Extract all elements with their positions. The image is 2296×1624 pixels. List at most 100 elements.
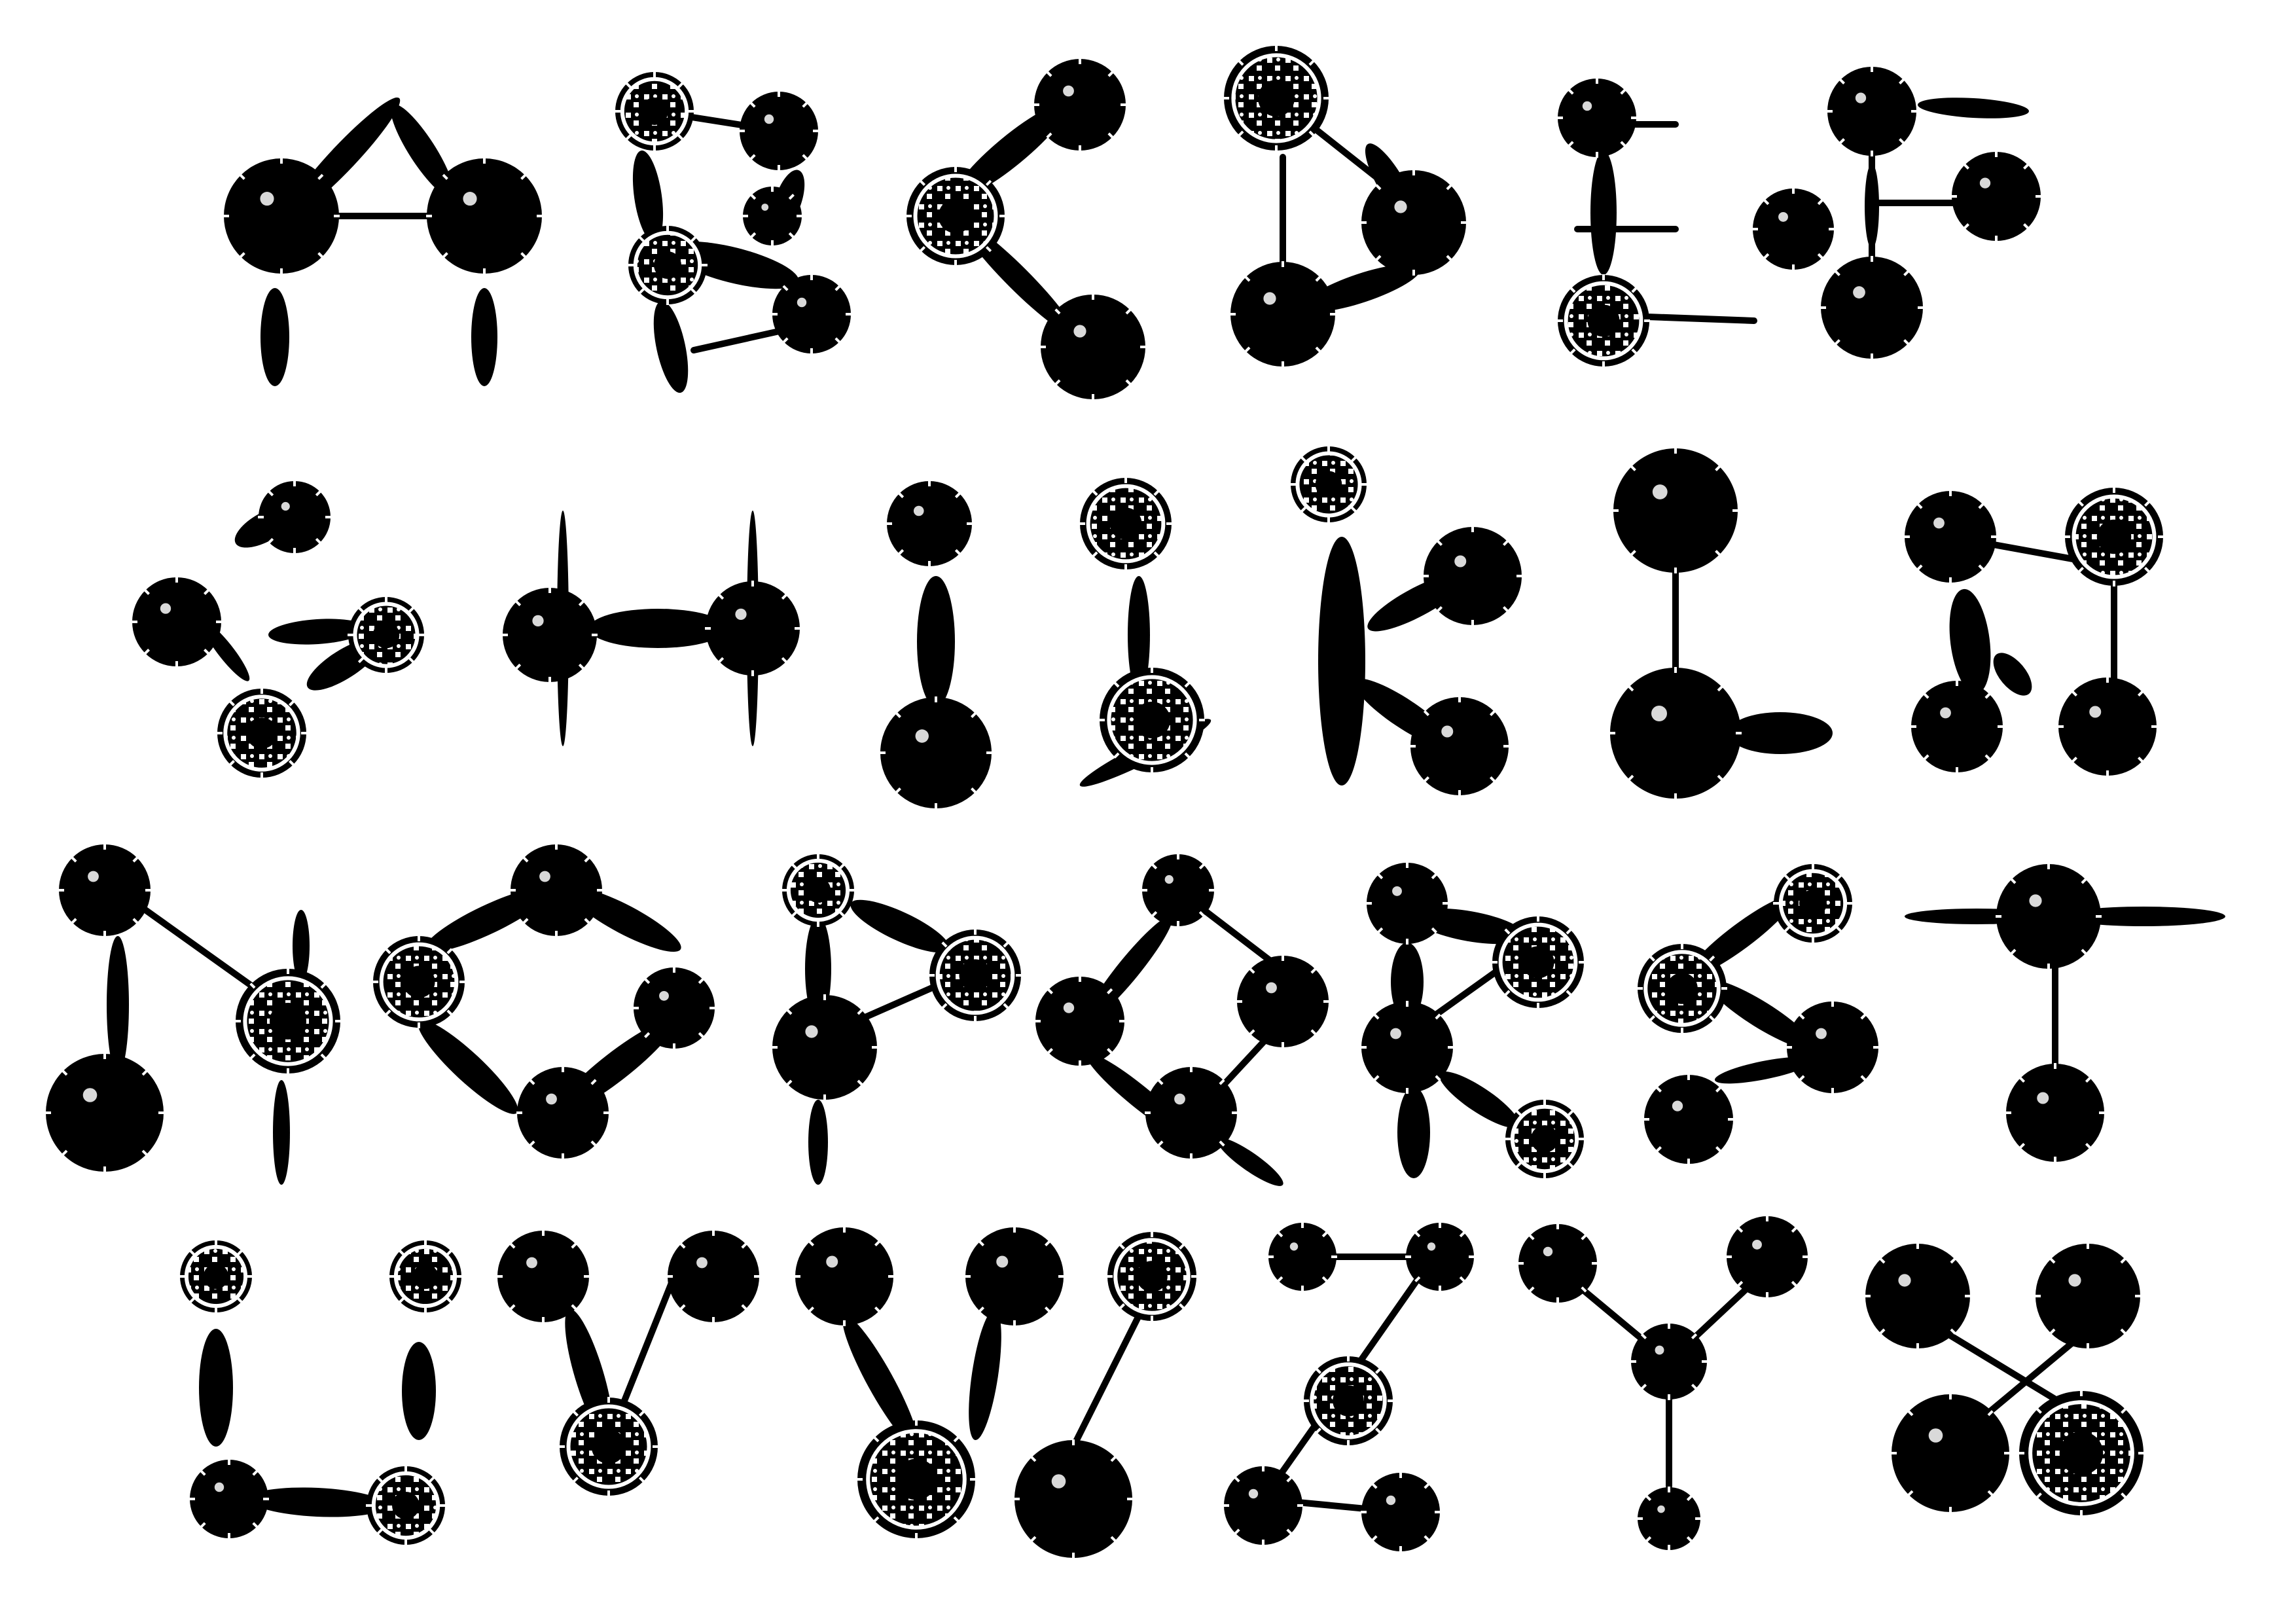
- patterned-disc: [2018, 1390, 2144, 1516]
- oval-segment: [1728, 712, 1833, 754]
- patterned-disc: [929, 929, 1022, 1022]
- oval-segment: [390, 104, 454, 197]
- solid-disc: [1410, 696, 1509, 796]
- oval-segment: [917, 576, 955, 707]
- oval-segment: [1688, 895, 1794, 977]
- solid-disc: [1904, 490, 1997, 583]
- solid-disc: [1014, 1439, 1133, 1559]
- patterned-disc: [2064, 487, 2164, 586]
- oval-segment: [1128, 576, 1150, 694]
- solid-disc: [705, 581, 800, 676]
- patterned-disc: [366, 1466, 446, 1545]
- patterned-disc: [628, 225, 708, 305]
- patterned-disc: [1773, 863, 1853, 943]
- solid-disc: [1827, 66, 1917, 156]
- glyph-k: [1290, 446, 1522, 796]
- solid-disc: [58, 844, 151, 937]
- patterned-disc: [1107, 1231, 1197, 1322]
- solid-disc: [1366, 862, 1448, 945]
- solid-disc: [965, 1227, 1064, 1326]
- solid-disc: [1033, 58, 1126, 151]
- rod: [1070, 1299, 1149, 1450]
- oval-segment: [273, 1080, 290, 1185]
- solid-disc: [1361, 1001, 1454, 1094]
- solid-disc: [258, 480, 331, 554]
- glyph-h: [502, 511, 800, 746]
- solid-disc: [2035, 1243, 2141, 1349]
- glyph-v: [497, 1230, 760, 1496]
- glyph-c: [906, 58, 1146, 400]
- patterned-disc: [1290, 446, 1367, 523]
- patterned-disc: [1303, 1356, 1393, 1446]
- oval-segment: [1917, 98, 2030, 118]
- oval-segment: [1949, 588, 1991, 695]
- patterned-disc: [857, 1420, 976, 1539]
- glyph-e: [1557, 78, 1835, 367]
- solid-disc: [2058, 677, 2157, 776]
- solid-disc: [1557, 78, 1637, 158]
- glyph-y: [1518, 1216, 1808, 1551]
- patterned-disc: [1099, 667, 1205, 773]
- solid-disc: [510, 844, 603, 937]
- solid-disc: [1630, 1323, 1708, 1400]
- oval-segment: [1397, 1087, 1430, 1178]
- glyph-x: [1865, 1243, 2144, 1516]
- glyph-w: [795, 1227, 1197, 1559]
- solid-disc: [1910, 680, 2003, 773]
- solid-disc: [1996, 863, 2102, 969]
- patterned-disc: [389, 1240, 462, 1313]
- oval-segment: [954, 103, 1068, 198]
- patterned-disc: [906, 166, 1005, 266]
- solid-disc: [1820, 256, 1924, 359]
- solid-disc: [1230, 261, 1336, 367]
- solid-disc: [739, 91, 819, 171]
- solid-disc: [772, 994, 878, 1100]
- patterned-disc: [1505, 1099, 1585, 1179]
- patterned-disc: [217, 688, 307, 778]
- patterned-disc: [235, 968, 341, 1074]
- solid-disc: [1865, 1243, 1971, 1349]
- oval-segment: [1217, 1138, 1283, 1186]
- solid-disc: [1726, 1216, 1808, 1298]
- glyph-f: [1820, 66, 2041, 359]
- solid-disc: [1891, 1394, 2010, 1513]
- patterned-disc: [1492, 916, 1585, 1009]
- solid-disc: [772, 274, 852, 354]
- solid-disc: [1786, 1001, 1879, 1094]
- patterned-disc: [781, 854, 855, 927]
- glyph-q: [1035, 854, 1329, 1186]
- solid-disc: [502, 587, 598, 683]
- solid-disc: [1223, 1466, 1303, 1545]
- patterned-disc: [1079, 477, 1172, 570]
- patterned-disc: [1637, 943, 1727, 1034]
- oval-segment: [293, 910, 310, 982]
- glyph-z: [1223, 1222, 1475, 1552]
- oval-segment: [969, 1308, 1001, 1441]
- glyph-s: [1637, 863, 1879, 1164]
- oval-segment: [850, 899, 950, 953]
- patterned-disc: [1557, 274, 1650, 367]
- oval-segment: [842, 1315, 918, 1447]
- glyph-o: [372, 844, 715, 1159]
- solid-disc: [189, 1459, 269, 1539]
- glyph-t: [1905, 863, 2225, 1163]
- patterned-disc: [348, 596, 425, 674]
- solid-disc: [132, 577, 222, 667]
- glyph-i: [880, 480, 992, 809]
- solid-disc: [1236, 955, 1329, 1048]
- solid-disc: [1752, 188, 1835, 270]
- glyph-p: [772, 854, 1022, 1185]
- solid-disc: [667, 1230, 760, 1323]
- oval-segment: [248, 1487, 387, 1517]
- oval-segment: [1391, 943, 1424, 1021]
- oval-segment: [589, 609, 726, 648]
- oval-segment: [199, 1329, 233, 1447]
- oval-segment: [2062, 907, 2225, 926]
- solid-disc: [426, 158, 543, 274]
- solid-disc: [1643, 1074, 1734, 1164]
- glyph-j: [1079, 477, 1211, 787]
- oval-segment: [1708, 980, 1814, 1049]
- glyph-u: [179, 1240, 462, 1545]
